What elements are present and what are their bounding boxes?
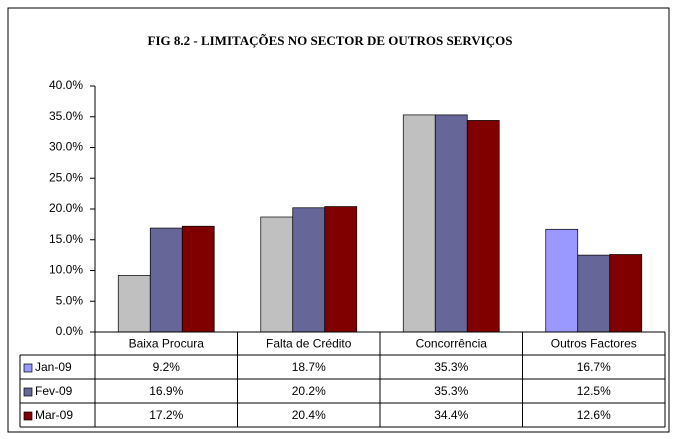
- x-tick-label: Concorrência: [416, 337, 488, 351]
- bar: [117, 275, 151, 333]
- bar: [402, 114, 436, 333]
- bar: [149, 227, 183, 333]
- legend-swatch: [23, 387, 33, 397]
- table-value: 18.7%: [292, 360, 326, 374]
- table-value: 12.6%: [577, 408, 611, 422]
- y-tick-label: 30.0%: [49, 140, 83, 154]
- legend-swatch: [23, 411, 33, 421]
- bar: [609, 254, 643, 333]
- bar: [181, 225, 215, 333]
- bar: [324, 206, 358, 333]
- y-tick-label: 15.0%: [49, 232, 83, 246]
- legend-label: Mar-09: [35, 408, 73, 422]
- table-value: 35.3%: [434, 384, 468, 398]
- legend-swatch: [23, 363, 33, 373]
- x-tick-label: Baixa Procura: [129, 337, 205, 351]
- y-tick-label: 25.0%: [49, 170, 83, 184]
- bar: [466, 120, 500, 333]
- x-tick-label: Outros Factores: [551, 337, 637, 351]
- table-value: 20.4%: [292, 408, 326, 422]
- bar: [577, 254, 611, 333]
- bar: [545, 228, 579, 333]
- table-value: 20.2%: [292, 384, 326, 398]
- bar: [260, 216, 294, 333]
- table-value: 34.4%: [434, 408, 468, 422]
- legend-label: Fev-09: [35, 384, 73, 398]
- table-value: 9.2%: [153, 360, 181, 374]
- table-value: 35.3%: [434, 360, 468, 374]
- legend-label: Jan-09: [35, 360, 72, 374]
- y-tick-label: 35.0%: [49, 109, 83, 123]
- table-value: 16.9%: [149, 384, 183, 398]
- y-tick-label: 0.0%: [56, 324, 84, 338]
- y-tick-label: 40.0%: [49, 78, 83, 92]
- x-tick-label: Falta de Crédito: [266, 337, 352, 351]
- table-value: 17.2%: [149, 408, 183, 422]
- bar: [292, 207, 326, 333]
- y-tick-label: 5.0%: [56, 293, 84, 307]
- chart-title: FIG 8.2 - LIMITAÇÕES NO SECTOR DE OUTROS…: [148, 33, 513, 48]
- table-value: 16.7%: [577, 360, 611, 374]
- y-tick-label: 20.0%: [49, 201, 83, 215]
- bar: [434, 114, 468, 333]
- y-tick-label: 10.0%: [49, 263, 83, 277]
- table-value: 12.5%: [577, 384, 611, 398]
